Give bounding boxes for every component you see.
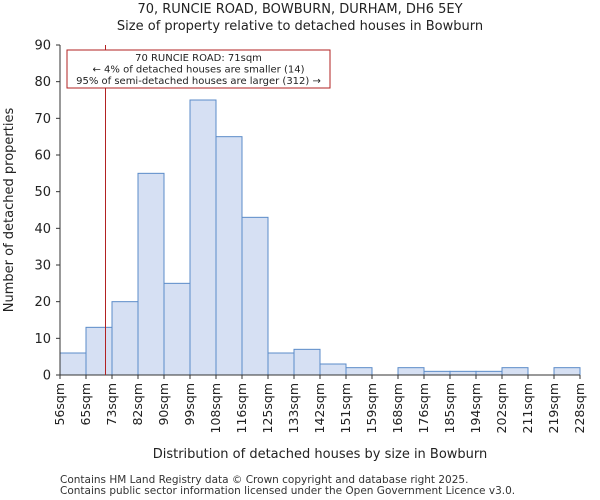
- x-tick-label: 202sqm: [494, 383, 509, 433]
- footer-licence: Contains public sector information licen…: [60, 485, 516, 497]
- bar-116sqm: [241, 216, 269, 376]
- bar-125sqm: [267, 352, 295, 376]
- y-tick-label: 80: [34, 75, 51, 90]
- annotation-text: 70 RUNCIE ROAD: 71sqm: [135, 53, 262, 64]
- footer-copyright: Contains HM Land Registry data © Crown c…: [60, 474, 469, 486]
- x-tick-label: 90sqm: [156, 383, 171, 426]
- y-tick-label: 40: [34, 222, 51, 237]
- annotation-text: 95% of semi-detached houses are larger (…: [76, 76, 321, 87]
- x-tick-label: 125sqm: [260, 383, 275, 433]
- annotation-box: [66, 49, 331, 89]
- x-tick-label: 99sqm: [182, 383, 197, 426]
- bar-82sqm: [137, 172, 165, 376]
- x-tick-label: 142sqm: [312, 383, 327, 433]
- x-tick-label: 133sqm: [286, 383, 301, 433]
- y-tick-label: 20: [34, 295, 51, 310]
- bar-194sqm: [475, 370, 503, 376]
- x-axis-label: Distribution of detached houses by size …: [153, 447, 488, 462]
- histogram-chart: 0 10 20 30 40 50 60 70 80 90 56sqm 65sqm 73sqm 82sqm 9…: [2, 39, 587, 463]
- x-tick-label: 82sqm: [130, 383, 145, 426]
- y-tick-label: 70: [34, 112, 51, 127]
- x-tick-label: 73sqm: [104, 383, 119, 426]
- x-tick-label: 211sqm: [520, 383, 535, 433]
- x-tick-label: 219sqm: [546, 383, 561, 433]
- x-tick-label: 194sqm: [468, 383, 483, 433]
- bar-108sqm: [215, 136, 243, 376]
- x-tick-label: 168sqm: [390, 383, 405, 433]
- bar-151sqm: [345, 367, 373, 376]
- bar-56sqm: [59, 352, 87, 376]
- bar-142sqm: [319, 363, 347, 376]
- chart-subtitle: Size of property relative to detached ho…: [116, 19, 484, 34]
- x-tick-label: 108sqm: [208, 383, 223, 433]
- x-tick-label: 116sqm: [234, 383, 249, 433]
- y-tick-label: 50: [34, 185, 51, 200]
- bar-185sqm: [449, 370, 477, 376]
- bar-176sqm: [423, 370, 451, 376]
- bar-133sqm: [293, 348, 321, 376]
- x-tick-label: 228sqm: [572, 383, 587, 433]
- y-tick-label: 0: [43, 369, 51, 384]
- y-tick-label: 30: [34, 259, 51, 274]
- annotation-text: ← 4% of detached houses are smaller (14): [93, 65, 305, 76]
- x-tick-label: 176sqm: [416, 383, 431, 433]
- x-tick-label: 65sqm: [78, 383, 93, 426]
- y-tick-label: 60: [34, 149, 51, 164]
- bar-99sqm: [189, 99, 217, 376]
- bar-202sqm: [501, 367, 529, 376]
- bar-168sqm: [397, 367, 425, 376]
- bar-219sqm: [553, 367, 581, 376]
- bar-90sqm: [163, 282, 191, 376]
- y-tick-label: 10: [34, 332, 51, 347]
- chart-title: 70, RUNCIE ROAD, BOWBURN, DURHAM, DH6 5E…: [137, 2, 463, 17]
- bar-65sqm: [85, 326, 113, 376]
- bar-73sqm: [111, 301, 139, 376]
- x-tick-label: 185sqm: [442, 383, 457, 433]
- x-tick-label: 159sqm: [364, 383, 379, 433]
- y-tick-label: 90: [34, 39, 51, 54]
- x-tick-label: 151sqm: [338, 383, 353, 433]
- y-axis-label: Number of detached properties: [2, 108, 17, 313]
- x-tick-label: 56sqm: [52, 383, 67, 426]
